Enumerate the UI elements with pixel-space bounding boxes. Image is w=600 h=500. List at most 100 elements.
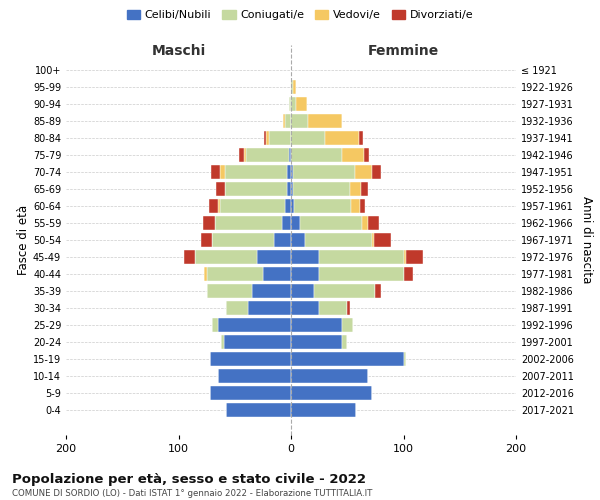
Bar bbox=[196, 250, 257, 264]
Bar bbox=[291, 318, 341, 332]
Bar bbox=[220, 165, 224, 179]
Bar bbox=[218, 370, 291, 383]
Text: COMUNE DI SORDIO (LO) - Dati ISTAT 1° gennaio 2022 - Elaborazione TUTTITALIA.IT: COMUNE DI SORDIO (LO) - Dati ISTAT 1° ge… bbox=[12, 489, 373, 498]
Bar bbox=[220, 199, 286, 213]
Bar bbox=[291, 216, 300, 230]
Bar bbox=[404, 250, 406, 264]
Bar bbox=[257, 250, 291, 264]
Bar bbox=[210, 386, 291, 400]
Y-axis label: Fasce di età: Fasce di età bbox=[17, 205, 30, 275]
Bar bbox=[291, 97, 296, 110]
Bar bbox=[223, 335, 291, 349]
Bar bbox=[286, 114, 291, 128]
Bar bbox=[291, 352, 404, 366]
Bar bbox=[293, 182, 349, 196]
Bar bbox=[296, 97, 307, 110]
Bar bbox=[305, 233, 372, 247]
Y-axis label: Anni di nascita: Anni di nascita bbox=[580, 196, 593, 284]
Bar bbox=[269, 131, 291, 145]
Bar bbox=[221, 335, 223, 349]
Bar bbox=[215, 182, 224, 196]
Bar bbox=[347, 301, 349, 315]
Bar bbox=[291, 386, 372, 400]
Bar bbox=[283, 114, 286, 128]
Bar bbox=[266, 131, 269, 145]
Text: Popolazione per età, sesso e stato civile - 2022: Popolazione per età, sesso e stato civil… bbox=[12, 472, 366, 486]
Bar bbox=[359, 131, 363, 145]
Bar bbox=[244, 148, 246, 162]
Bar bbox=[206, 267, 263, 281]
Bar bbox=[372, 233, 374, 247]
Bar bbox=[291, 370, 367, 383]
Bar bbox=[203, 216, 215, 230]
Bar bbox=[300, 216, 362, 230]
Text: Maschi: Maschi bbox=[151, 44, 206, 58]
Bar bbox=[246, 148, 289, 162]
Bar bbox=[341, 148, 364, 162]
Bar bbox=[218, 318, 291, 332]
Bar bbox=[291, 148, 341, 162]
Bar bbox=[289, 148, 291, 162]
Bar bbox=[291, 404, 356, 417]
Bar bbox=[215, 216, 282, 230]
Bar bbox=[293, 165, 355, 179]
Bar bbox=[293, 80, 296, 94]
Bar bbox=[350, 199, 359, 213]
Bar bbox=[206, 284, 251, 298]
Bar bbox=[239, 148, 244, 162]
Bar bbox=[291, 131, 325, 145]
Bar bbox=[211, 165, 220, 179]
Bar bbox=[291, 114, 308, 128]
Bar bbox=[314, 284, 376, 298]
Bar bbox=[341, 335, 347, 349]
Bar bbox=[289, 97, 291, 110]
Bar bbox=[201, 233, 212, 247]
Bar bbox=[209, 199, 218, 213]
Bar bbox=[291, 250, 319, 264]
Bar bbox=[251, 284, 291, 298]
Bar bbox=[287, 182, 291, 196]
Bar bbox=[376, 284, 381, 298]
Bar bbox=[404, 352, 406, 366]
Bar bbox=[212, 233, 274, 247]
Bar bbox=[359, 199, 365, 213]
Bar bbox=[291, 80, 293, 94]
Bar bbox=[404, 267, 413, 281]
Text: Femmine: Femmine bbox=[368, 44, 439, 58]
Bar bbox=[295, 199, 350, 213]
Bar bbox=[308, 114, 341, 128]
Bar bbox=[224, 165, 287, 179]
Bar bbox=[291, 284, 314, 298]
Bar bbox=[184, 250, 196, 264]
Bar bbox=[286, 199, 291, 213]
Bar bbox=[282, 216, 291, 230]
Bar bbox=[341, 318, 353, 332]
Bar bbox=[374, 233, 391, 247]
Bar bbox=[364, 148, 368, 162]
Bar bbox=[210, 352, 291, 366]
Bar bbox=[291, 335, 341, 349]
Bar bbox=[263, 267, 291, 281]
Bar bbox=[287, 165, 291, 179]
Bar bbox=[291, 165, 293, 179]
Bar bbox=[362, 216, 367, 230]
Bar bbox=[325, 131, 359, 145]
Bar bbox=[205, 267, 206, 281]
Bar bbox=[226, 301, 248, 315]
Bar bbox=[406, 250, 422, 264]
Bar bbox=[248, 301, 291, 315]
Bar bbox=[226, 404, 291, 417]
Bar bbox=[349, 182, 361, 196]
Legend: Celibi/Nubili, Coniugati/e, Vedovi/e, Divorziati/e: Celibi/Nubili, Coniugati/e, Vedovi/e, Di… bbox=[122, 6, 478, 25]
Bar bbox=[319, 267, 404, 281]
Bar bbox=[274, 233, 291, 247]
Bar bbox=[372, 165, 381, 179]
Bar bbox=[291, 199, 295, 213]
Bar bbox=[319, 250, 404, 264]
Bar bbox=[291, 233, 305, 247]
Bar bbox=[291, 267, 319, 281]
Bar bbox=[291, 301, 319, 315]
Bar bbox=[291, 182, 293, 196]
Bar bbox=[218, 199, 220, 213]
Bar bbox=[264, 131, 266, 145]
